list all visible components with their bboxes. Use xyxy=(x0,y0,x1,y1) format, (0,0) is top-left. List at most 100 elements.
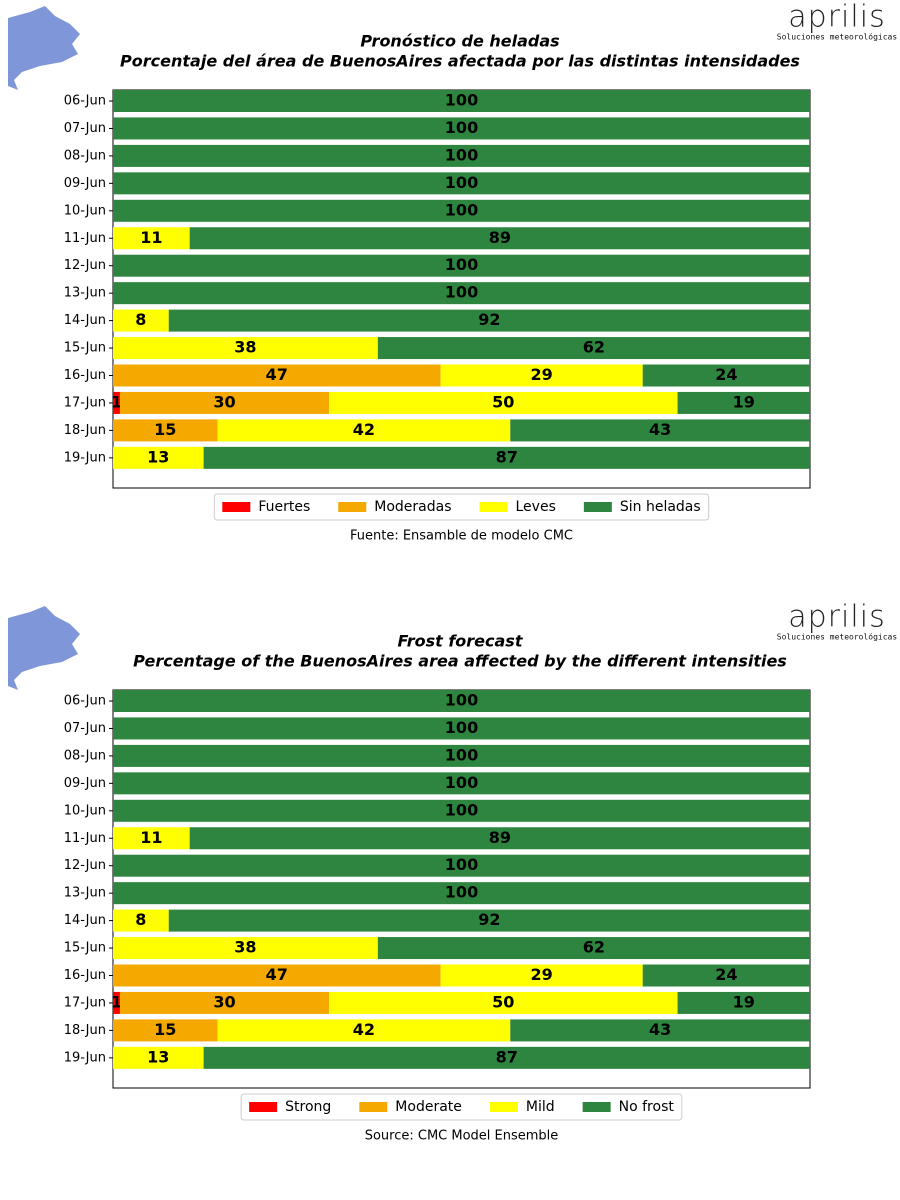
value-label: 100 xyxy=(445,173,478,192)
y-tick-label: 14-Jun xyxy=(64,313,106,328)
bar-segment xyxy=(113,909,169,932)
bar-segment xyxy=(510,1019,810,1042)
y-tick-label: 08-Jun xyxy=(64,148,106,163)
bar-segment xyxy=(113,117,810,140)
value-label: 19 xyxy=(733,992,755,1011)
bar-segment xyxy=(113,282,810,305)
value-label: 8 xyxy=(135,910,146,929)
value-label: 92 xyxy=(478,310,500,329)
bar-segment xyxy=(113,254,810,277)
value-label: 100 xyxy=(445,855,478,874)
chart-subtitle: Porcentaje del área de BuenosAires afect… xyxy=(120,52,800,71)
bar-segment xyxy=(189,827,811,850)
value-label: 13 xyxy=(147,1047,169,1066)
y-tick-label: 08-Jun xyxy=(64,748,106,763)
y-tick-label: 18-Jun xyxy=(64,423,106,438)
value-label: 47 xyxy=(266,365,288,384)
bar-segment xyxy=(119,991,330,1014)
value-label: 43 xyxy=(649,1020,671,1039)
value-label: 1 xyxy=(111,392,122,411)
bar-segment xyxy=(113,419,218,442)
value-label: 8 xyxy=(135,310,146,329)
legend-label: Mild xyxy=(526,1099,555,1115)
bar-segment xyxy=(203,1046,811,1069)
legend: Fuertes Moderadas Leves Sin heladas xyxy=(213,493,710,521)
bar-segment xyxy=(113,391,120,414)
value-label: 100 xyxy=(445,118,478,137)
legend-label: Moderadas xyxy=(374,499,451,515)
bar-segment xyxy=(677,991,810,1014)
value-label: 100 xyxy=(445,691,478,710)
legend-label: Fuertes xyxy=(258,499,310,515)
y-tick-label: 17-Jun xyxy=(64,395,106,410)
legend-swatch xyxy=(249,1102,278,1112)
chart-subtitle: Percentage of the BuenosAires area affec… xyxy=(133,652,787,671)
y-tick-label: 10-Jun xyxy=(64,203,106,218)
y-tick-label: 19-Jun xyxy=(64,1050,106,1065)
chart-title: Pronóstico de heladas xyxy=(360,32,559,51)
y-tick-label: 15-Jun xyxy=(64,941,106,956)
value-label: 24 xyxy=(715,965,737,984)
value-label: 100 xyxy=(445,91,478,110)
legend-swatch xyxy=(489,1102,518,1112)
map-icon xyxy=(8,606,80,690)
value-label: 100 xyxy=(445,883,478,902)
bar-segment xyxy=(113,799,810,822)
logo-name: aprilis xyxy=(788,0,885,35)
value-label: 13 xyxy=(147,447,169,466)
legend-swatch xyxy=(222,502,251,512)
legend-swatch xyxy=(338,502,367,512)
y-tick-label: 09-Jun xyxy=(64,176,106,191)
value-label: 30 xyxy=(213,992,235,1011)
value-label: 100 xyxy=(445,773,478,792)
bar-segment xyxy=(113,90,810,112)
value-label: 100 xyxy=(445,283,478,302)
bar-segment xyxy=(203,446,811,469)
value-label: 19 xyxy=(733,392,755,411)
legend-swatch xyxy=(582,1102,611,1112)
value-label: 11 xyxy=(140,828,162,847)
y-tick-label: 14-Jun xyxy=(64,913,106,928)
bar-segment xyxy=(168,909,810,932)
y-tick-label: 12-Jun xyxy=(64,258,106,273)
source-note: Source: CMC Model Ensemble xyxy=(365,1129,559,1144)
value-label: 87 xyxy=(496,1047,518,1066)
value-label: 30 xyxy=(213,392,235,411)
legend-label: Moderate xyxy=(395,1099,462,1115)
value-label: 100 xyxy=(445,745,478,764)
bar-segment xyxy=(119,391,330,414)
value-label: 15 xyxy=(154,1020,176,1039)
value-label: 87 xyxy=(496,447,518,466)
bar-segment xyxy=(510,419,810,442)
chart-title: Frost forecast xyxy=(398,632,524,651)
y-tick-label: 11-Jun xyxy=(64,831,106,846)
y-tick-label: 07-Jun xyxy=(64,721,106,736)
value-label: 100 xyxy=(445,255,478,274)
value-label: 11 xyxy=(140,228,162,247)
value-label: 92 xyxy=(478,910,500,929)
y-tick-label: 17-Jun xyxy=(64,995,106,1010)
value-label: 100 xyxy=(445,800,478,819)
legend-swatch xyxy=(583,502,612,512)
value-label: 50 xyxy=(492,992,514,1011)
header-2: aprilis Soluciones meteorológicas xyxy=(8,600,897,690)
bar-segment xyxy=(642,364,810,387)
value-label: 38 xyxy=(234,938,256,957)
bar-segment xyxy=(113,1019,218,1042)
legend: Strong Moderate Mild No frost xyxy=(240,1093,683,1121)
y-tick-label: 11-Jun xyxy=(64,231,106,246)
value-label: 89 xyxy=(489,228,511,247)
bar-segment xyxy=(113,991,120,1014)
y-tick-label: 18-Jun xyxy=(64,1023,106,1038)
bar-segment xyxy=(113,172,810,195)
y-tick-label: 10-Jun xyxy=(64,803,106,818)
bar-segment xyxy=(113,937,378,960)
bar-segment xyxy=(113,309,169,332)
bar-segment xyxy=(189,227,811,250)
value-label: 89 xyxy=(489,828,511,847)
y-tick-label: 09-Jun xyxy=(64,776,106,791)
y-tick-label: 16-Jun xyxy=(64,968,106,983)
bar-segment xyxy=(217,419,511,442)
value-label: 50 xyxy=(492,392,514,411)
